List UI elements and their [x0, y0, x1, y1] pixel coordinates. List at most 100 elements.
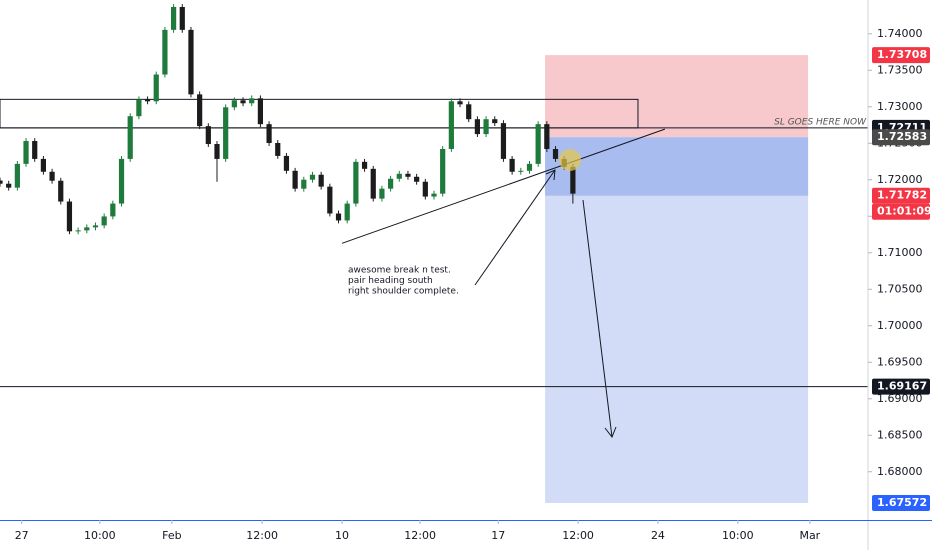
- candle-body: [448, 101, 454, 149]
- arrow: [474, 169, 556, 286]
- candle-body: [318, 174, 324, 187]
- x-tick-label: 12:00: [246, 529, 278, 542]
- candle-body: [188, 29, 194, 95]
- arrow: [582, 199, 613, 438]
- candle-body: [474, 119, 481, 135]
- position-layer: [545, 55, 809, 503]
- candle-body: [301, 179, 307, 189]
- candle-body: [526, 163, 533, 171]
- target-zone: [545, 137, 809, 503]
- candle-body: [457, 101, 463, 105]
- candle-body: [66, 201, 73, 232]
- candle-body: [492, 119, 498, 124]
- candle-body: [214, 144, 220, 159]
- y-tick-label: 1.71000: [877, 246, 923, 259]
- candle-body: [118, 158, 125, 204]
- y-tick-label: 1.74000: [877, 27, 923, 40]
- candle-body: [240, 100, 246, 104]
- x-tick-label: Feb: [162, 529, 181, 542]
- annotation-line: awesome break n test.: [348, 266, 451, 276]
- candle-body: [110, 203, 116, 217]
- countdown: 01:01:09: [877, 205, 932, 218]
- candle-body: [144, 99, 151, 102]
- candle-body: [466, 104, 472, 120]
- stop-zone: [545, 55, 809, 138]
- annotation-line: right shoulder complete.: [348, 287, 459, 297]
- price-badge-label: 1.67572: [877, 496, 927, 509]
- candle-body: [14, 163, 20, 188]
- price-badge-label: 1.69167: [877, 380, 927, 393]
- candle-body: [361, 161, 368, 169]
- candle-body: [440, 148, 446, 194]
- candle-body: [344, 203, 350, 221]
- x-tick-label: 12:00: [562, 529, 594, 542]
- candle-body: [84, 227, 90, 231]
- candle-body: [518, 170, 524, 172]
- candle-body: [422, 181, 428, 197]
- candle-body: [162, 29, 168, 75]
- candle-body: [266, 124, 272, 143]
- sl-note: SL GOES HERE NOW: [774, 117, 867, 127]
- x-tick-label: 10:00: [722, 529, 754, 542]
- candle-body: [370, 168, 376, 199]
- price-layer: [0, 4, 868, 388]
- candle-body: [509, 158, 515, 172]
- x-tick-label: Mar: [799, 529, 820, 542]
- candle-body: [275, 142, 281, 156]
- trendline: [341, 128, 666, 244]
- x-tick-label: 12:00: [404, 529, 436, 542]
- candle-body: [23, 141, 29, 164]
- price-badge-label: 1.73708: [877, 48, 927, 61]
- x-tick-label: 27: [15, 529, 29, 542]
- x-tick-label: 17: [491, 529, 505, 542]
- candle-body: [40, 158, 47, 172]
- y-tick-label: 1.68500: [877, 428, 923, 441]
- price-badge: [872, 187, 930, 204]
- y-tick-label: 1.69000: [877, 392, 923, 405]
- candle-body: [170, 7, 177, 30]
- candle-body: [257, 98, 264, 125]
- candle-body: [205, 126, 211, 145]
- candle-body: [414, 176, 420, 182]
- candle-body: [379, 188, 385, 199]
- candle-body: [335, 213, 342, 221]
- y-tick-label: 1.69500: [877, 355, 923, 368]
- annotation-line: pair heading south: [348, 276, 433, 286]
- candle-body: [500, 123, 507, 159]
- candle-body: [283, 155, 290, 171]
- candle-body: [292, 170, 298, 189]
- candle-body: [179, 7, 185, 30]
- arrow-head: [604, 426, 617, 438]
- candle-body: [231, 100, 237, 108]
- candle-body: [0, 180, 3, 184]
- candle-body: [387, 178, 394, 189]
- candle-body: [570, 166, 576, 194]
- candle-body: [396, 173, 402, 179]
- price-badge: [872, 378, 930, 395]
- price-badge: [872, 47, 930, 64]
- y-tick-label: 1.73500: [877, 63, 923, 76]
- price-badge: [872, 129, 930, 146]
- x-tick-label: 10: [335, 529, 349, 542]
- candle-body: [431, 193, 437, 197]
- candle-body: [223, 107, 229, 159]
- candle-body: [535, 124, 541, 164]
- candle-body: [249, 98, 255, 104]
- y-tick-label: 1.70000: [877, 319, 923, 332]
- candle-body: [136, 99, 142, 117]
- candle-body: [353, 161, 359, 204]
- candle-body: [153, 74, 159, 102]
- candle-body: [544, 124, 550, 149]
- candle-body: [327, 186, 333, 214]
- candle-body: [101, 216, 107, 226]
- labels-layer: 1.740001.735001.730001.725001.720001.715…: [15, 27, 932, 542]
- candle-body: [49, 171, 55, 181]
- candle-body: [405, 173, 411, 177]
- candle-body: [92, 225, 99, 228]
- x-tick-label: 24: [651, 529, 665, 542]
- price-badge-label: 1.72583: [877, 130, 927, 143]
- candle-body: [552, 148, 559, 159]
- candle-body: [127, 116, 133, 159]
- y-tick-label: 1.70500: [877, 282, 923, 295]
